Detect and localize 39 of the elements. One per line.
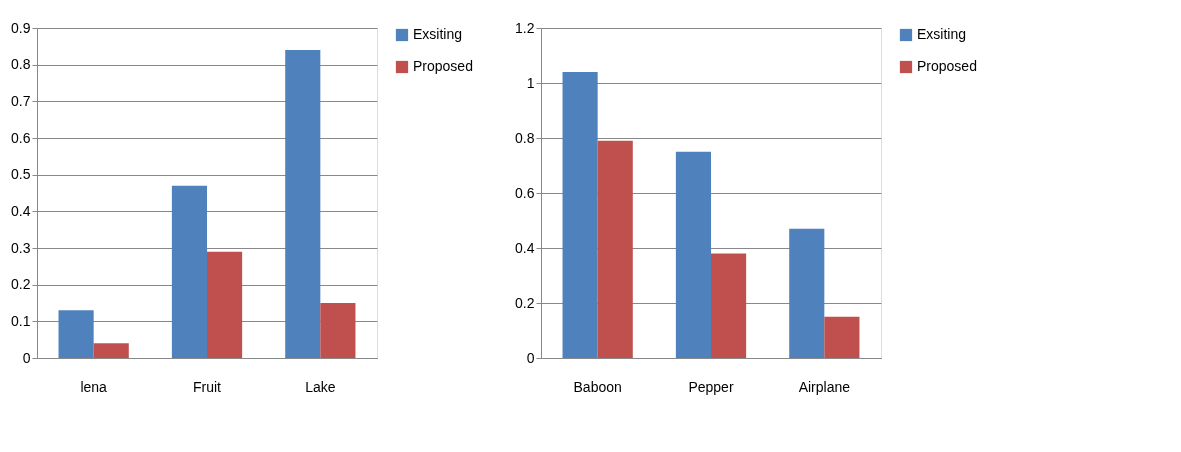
- bar: [320, 303, 356, 358]
- y-tick-label: 0.1: [11, 312, 31, 329]
- y-tick-label: 0.2: [515, 294, 535, 311]
- y-tick-label: 0.6: [515, 184, 535, 201]
- y-tick-label: 0.7: [11, 92, 31, 109]
- y-tick-label: 1.2: [515, 19, 535, 36]
- bar: [789, 228, 825, 358]
- legend-label: Proposed: [917, 58, 977, 74]
- y-tick-label: 0: [526, 349, 535, 366]
- legend-label: Exsiting: [917, 26, 967, 42]
- x-tick-label: Fruit: [193, 378, 222, 395]
- y-tick-label: 0.8: [11, 56, 31, 73]
- y-tick-label: 0: [22, 349, 31, 366]
- x-tick-label: Pepper: [688, 378, 734, 395]
- y-tick-label: 0.6: [11, 129, 31, 146]
- bar: [711, 253, 747, 358]
- bar: [207, 251, 243, 358]
- bar: [597, 140, 633, 358]
- y-tick-label: 1: [526, 74, 535, 91]
- x-tick-label: lena: [80, 378, 108, 395]
- y-tick-label: 0.9: [11, 19, 31, 36]
- x-tick-label: Baboon: [573, 378, 622, 395]
- bar: [562, 72, 598, 358]
- bar: [675, 151, 711, 358]
- y-tick-label: 0.4: [515, 239, 535, 256]
- y-tick-label: 0.4: [11, 202, 31, 219]
- bar: [171, 185, 207, 358]
- x-tick-label: Airplane: [798, 378, 851, 395]
- legend-label: Exsiting: [413, 26, 463, 42]
- bar: [824, 316, 860, 358]
- y-tick-label: 0.2: [11, 276, 31, 293]
- bar: [93, 343, 129, 358]
- y-tick-label: 0.5: [11, 166, 31, 183]
- legend-label: Proposed: [413, 58, 473, 74]
- y-tick-label: 0.8: [515, 129, 535, 146]
- bar: [58, 310, 94, 358]
- bar: [285, 50, 321, 358]
- y-tick-label: 0.3: [11, 239, 31, 256]
- x-tick-label: Lake: [305, 378, 336, 395]
